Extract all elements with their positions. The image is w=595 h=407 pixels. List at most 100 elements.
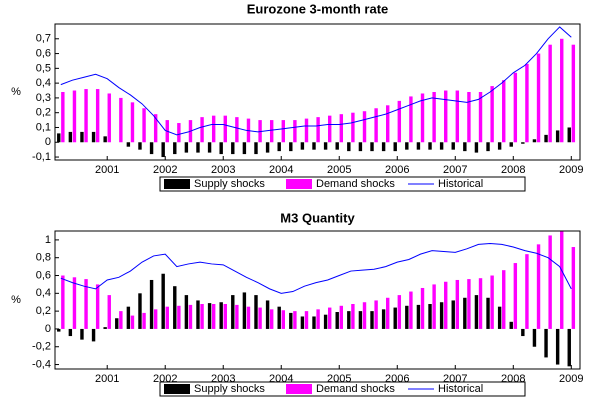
bar: [432, 284, 436, 329]
bar: [347, 311, 351, 329]
bar: [289, 142, 293, 152]
bar: [95, 284, 100, 329]
x-tick-label: 2005: [327, 164, 351, 176]
bar: [381, 142, 386, 152]
bar: [439, 302, 444, 329]
bar: [304, 311, 309, 329]
bar: [281, 310, 285, 329]
bar: [173, 286, 177, 329]
bar: [269, 120, 274, 143]
bar: [428, 304, 432, 329]
bar: [525, 63, 529, 143]
bar: [254, 142, 258, 155]
bar: [374, 300, 378, 329]
bar: [370, 311, 374, 329]
bar: [478, 278, 483, 329]
bar: [242, 292, 247, 329]
bar: [327, 307, 332, 329]
y-tick-label: -0,2: [32, 341, 51, 353]
bar: [560, 38, 564, 143]
bar: [57, 133, 61, 143]
bar: [223, 304, 227, 329]
bar: [72, 90, 77, 143]
bar: [509, 142, 513, 147]
bar: [115, 318, 119, 329]
bar: [525, 254, 529, 329]
bar: [393, 307, 397, 329]
bar: [386, 297, 390, 329]
bar: [126, 306, 131, 329]
y-tick-label: 0: [45, 323, 51, 335]
x-tick-label: 2009: [559, 373, 583, 385]
bar: [293, 120, 297, 143]
bar: [323, 314, 328, 329]
y-tick-label: 0,5: [36, 62, 51, 74]
bar: [219, 142, 223, 155]
bar: [490, 275, 494, 329]
bar: [544, 134, 548, 143]
bar: [103, 327, 107, 329]
bar: [416, 142, 421, 150]
bar: [165, 306, 169, 329]
bar: [161, 142, 165, 158]
bar: [339, 114, 344, 143]
bar: [555, 328, 560, 365]
bar: [362, 111, 367, 143]
bar: [289, 312, 293, 329]
bar: [196, 142, 200, 153]
bar: [536, 244, 541, 329]
y-axis-label: %: [11, 86, 21, 98]
bar: [153, 309, 158, 329]
legend-swatch: [286, 179, 312, 189]
bar: [265, 300, 270, 329]
bar: [304, 118, 309, 143]
bar: [351, 112, 355, 143]
bar: [497, 142, 502, 150]
bar: [420, 93, 425, 143]
bar: [91, 131, 96, 143]
bar: [428, 142, 432, 150]
bar: [370, 142, 374, 152]
bar: [293, 311, 297, 329]
bar: [219, 302, 223, 329]
bar: [381, 309, 386, 329]
bar: [72, 277, 77, 329]
bar: [474, 295, 479, 329]
bar: [490, 86, 494, 143]
bar: [149, 279, 154, 329]
bar: [486, 142, 490, 152]
axes-frame: [54, 230, 581, 370]
bar: [463, 297, 467, 329]
bar: [409, 291, 413, 329]
bar: [509, 321, 513, 329]
bar: [269, 309, 274, 329]
bar: [374, 108, 378, 143]
bar: [567, 127, 571, 143]
legend-label: Demand shocks: [316, 383, 395, 395]
bar: [153, 114, 158, 143]
bar: [173, 142, 177, 155]
bar: [335, 142, 339, 150]
bar: [463, 142, 467, 152]
bar: [246, 306, 251, 329]
bar: [177, 123, 181, 143]
bar: [455, 90, 460, 143]
bar: [316, 309, 320, 329]
bar: [80, 131, 84, 143]
bar: [560, 231, 564, 329]
bar: [277, 306, 281, 329]
bar: [416, 304, 421, 329]
bar: [107, 93, 111, 143]
bar: [386, 105, 390, 143]
x-tick-label: 2009: [559, 164, 583, 176]
bar: [339, 305, 344, 329]
bar: [68, 328, 73, 337]
bar: [84, 279, 88, 329]
y-tick-label: 0,6: [36, 47, 51, 59]
bar: [161, 273, 165, 329]
bar: [521, 328, 525, 337]
y-tick-label: 1: [45, 234, 51, 246]
bar: [196, 300, 200, 329]
bar: [467, 92, 471, 143]
bar: [497, 306, 502, 329]
